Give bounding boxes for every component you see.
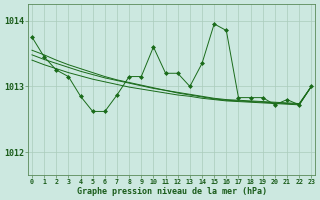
X-axis label: Graphe pression niveau de la mer (hPa): Graphe pression niveau de la mer (hPa) xyxy=(77,187,267,196)
